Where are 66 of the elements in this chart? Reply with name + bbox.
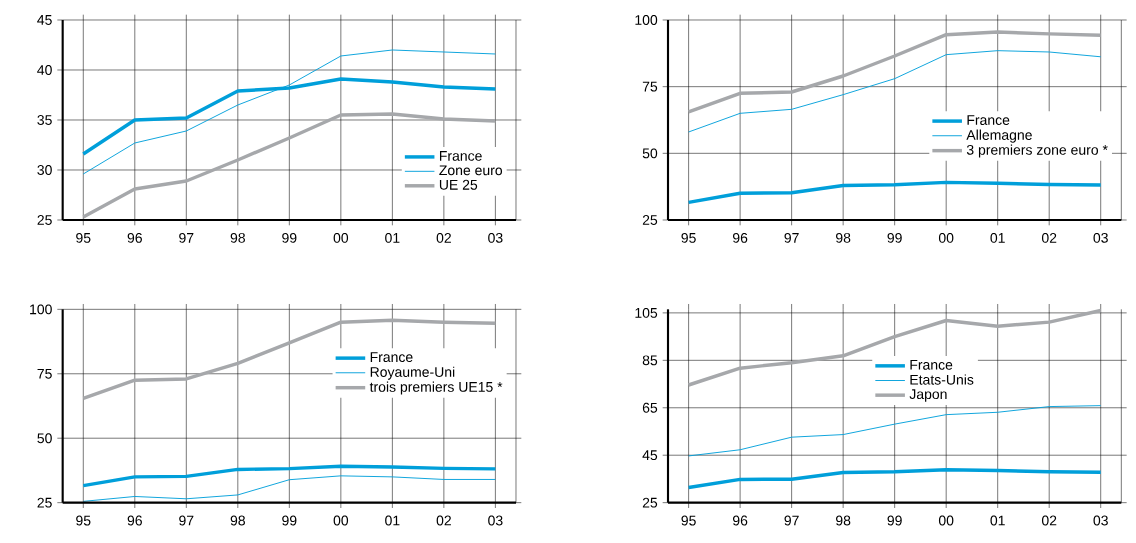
x-tick-label: 00 <box>333 233 349 244</box>
legend-label: Japon <box>909 389 947 403</box>
x-tick-label: 03 <box>1093 515 1108 526</box>
legend-label: 3 premiers zone euro * <box>966 144 1108 158</box>
x-tick-label: 01 <box>385 233 400 244</box>
x-tick-label: 99 <box>887 233 902 244</box>
y-tick-label: 85 <box>642 355 658 366</box>
legend-label: Etats-Unis <box>910 374 974 385</box>
y-tick-label: 100 <box>635 15 658 26</box>
x-tick-label: 96 <box>127 515 142 526</box>
x-tick-label: 98 <box>836 515 851 526</box>
x-tick-label: 96 <box>127 233 142 244</box>
y-tick-label: 45 <box>642 450 658 461</box>
y-tick-label: 30 <box>37 165 52 176</box>
x-tick-label: 00 <box>938 233 954 244</box>
x-tick-label: 99 <box>887 515 902 526</box>
y-tick-label: 40 <box>37 65 52 76</box>
y-tick-label: 75 <box>642 81 658 92</box>
x-tick-label: 98 <box>836 233 851 244</box>
y-tick-label: 25 <box>37 215 52 226</box>
x-tick-label: 96 <box>732 515 748 526</box>
x-tick-label: 02 <box>436 233 451 244</box>
y-tick-label: 25 <box>642 497 658 508</box>
legend-label: France <box>910 360 953 370</box>
y-tick-label: 50 <box>37 433 52 444</box>
y-tick-label: 100 <box>30 304 52 315</box>
x-tick-label: 03 <box>488 233 503 244</box>
legend-label: trois premiers UE15 * <box>369 381 503 395</box>
y-tick-label: 50 <box>642 148 658 159</box>
x-tick-label: 00 <box>333 515 349 526</box>
x-tick-label: 97 <box>784 233 799 244</box>
x-tick-label: 00 <box>938 515 954 526</box>
x-tick-label: 95 <box>681 515 696 526</box>
legend-label: Allemagne <box>966 129 1032 143</box>
legend-label: Royaume-Uni <box>370 366 455 380</box>
legend-label: Zone euro <box>439 165 503 176</box>
y-tick-label: 35 <box>37 115 52 126</box>
x-tick-label: 97 <box>179 515 194 526</box>
x-tick-label: 01 <box>385 515 400 526</box>
x-tick-label: 95 <box>76 233 91 244</box>
x-tick-label: 95 <box>681 233 696 244</box>
x-tick-label: 98 <box>230 233 245 244</box>
x-tick-label: 03 <box>488 515 503 526</box>
x-tick-label: 99 <box>282 233 297 244</box>
y-tick-label: 45 <box>37 15 52 26</box>
y-tick-label: 25 <box>37 497 52 508</box>
y-tick-label: 65 <box>642 402 658 413</box>
legend-label: France <box>967 115 1010 126</box>
x-tick-label: 96 <box>732 233 748 244</box>
x-tick-label: 03 <box>1093 233 1108 244</box>
x-tick-label: 02 <box>436 515 451 526</box>
y-tick-label: 105 <box>635 308 658 319</box>
legend-label: France <box>439 151 482 162</box>
x-tick-label: 01 <box>990 515 1005 526</box>
y-tick-label: 75 <box>37 369 52 379</box>
x-tick-label: 99 <box>282 515 297 526</box>
x-tick-label: 02 <box>1041 233 1057 244</box>
x-tick-label: 98 <box>230 515 245 526</box>
x-tick-label: 97 <box>179 233 194 244</box>
x-tick-label: 02 <box>1041 515 1057 526</box>
x-tick-label: 95 <box>76 515 91 526</box>
x-tick-label: 01 <box>990 233 1005 244</box>
legend-label: UE 25 <box>439 180 478 190</box>
x-tick-label: 97 <box>784 515 799 526</box>
y-tick-label: 25 <box>642 215 658 226</box>
legend-label: France <box>370 352 413 363</box>
